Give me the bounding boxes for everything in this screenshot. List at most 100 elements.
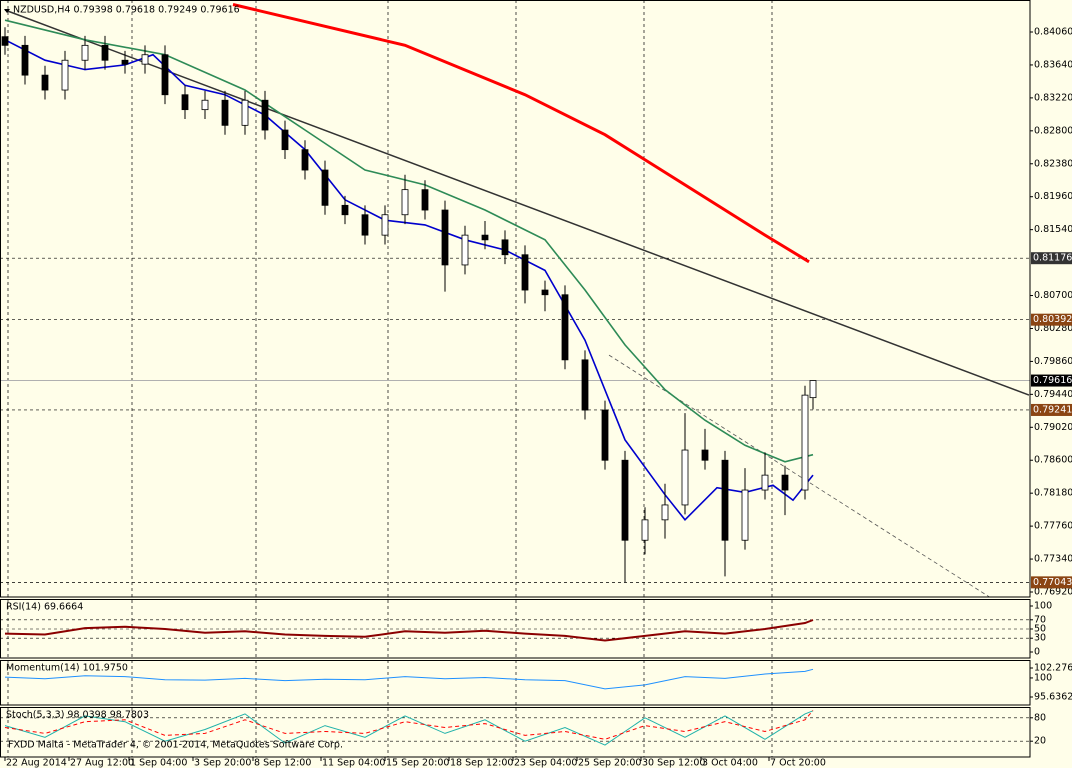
candle-body — [561, 294, 569, 361]
candle-body — [241, 99, 249, 126]
candle-body — [621, 459, 629, 541]
candle-body — [361, 214, 369, 236]
x-tick-label: 7 Oct 20:00 — [770, 758, 826, 768]
y-tick-label: 0 — [1034, 647, 1040, 658]
price-label-box — [1031, 252, 1072, 265]
x-tick-label: 22 Aug 2014 — [6, 758, 67, 768]
y-tick-label: 0.84060 — [1034, 27, 1072, 38]
candle-body — [321, 169, 329, 206]
price-label-box — [1031, 576, 1072, 589]
panel-title: Momentum(14) 101.9750 — [6, 663, 128, 674]
y-tick-label: 0.81540 — [1034, 224, 1072, 235]
candle-body — [701, 449, 709, 461]
y-tick-label: 50 — [1034, 624, 1046, 635]
candle-body — [521, 254, 529, 291]
y-tick-label: 80 — [1034, 712, 1046, 723]
watermark: FXDD Malta - MetaTrader 4, © 2001-2014, … — [8, 740, 343, 751]
price-label: 0.81176 — [1033, 253, 1072, 264]
candle-body — [481, 234, 489, 241]
x-tick-label: 3 Oct 04:00 — [702, 758, 758, 768]
candle-body — [141, 54, 149, 65]
candle-body — [441, 209, 449, 266]
panel — [0, 710, 1030, 746]
y-tick-label: 30 — [1034, 633, 1046, 644]
candle-body — [261, 99, 269, 131]
candle-body — [221, 99, 229, 126]
y-tick-label: 0.82800 — [1034, 125, 1072, 136]
candle-body — [641, 519, 649, 541]
price-label: 0.79241 — [1033, 404, 1072, 415]
rsi-frame — [0, 599, 1031, 659]
price-label: 0.80392 — [1033, 314, 1072, 325]
candle-body — [461, 234, 469, 266]
x-tick-label: 1 Sep 04:00 — [130, 758, 187, 768]
trend-line — [608, 354, 990, 597]
y-tick-label: 95.6362 — [1034, 692, 1072, 703]
candle-body — [21, 44, 29, 76]
y-tick-label: 0.76920 — [1034, 587, 1072, 598]
panel — [4, 668, 814, 690]
x-tick-label: 27 Aug 12:00 — [70, 758, 134, 768]
x-tick-label: 18 Sep 12:00 — [450, 758, 513, 768]
moving-average — [232, 3, 810, 264]
candle-body — [581, 359, 589, 411]
candle-body — [741, 489, 749, 541]
candle-body — [501, 239, 509, 256]
candle-body — [41, 74, 49, 91]
candle-body — [341, 204, 349, 216]
candle-body — [421, 189, 429, 211]
panel-title: RSI(14) 69.6664 — [6, 602, 83, 613]
y-tick-label: 0.81960 — [1034, 191, 1072, 202]
candle-body — [61, 59, 69, 91]
moving-average — [4, 19, 814, 463]
panel-title: Stoch(5,3,3) 98.0398 98.7803 — [6, 710, 149, 721]
candle-body — [761, 474, 769, 491]
x-tick-label: 3 Sep 20:00 — [194, 758, 251, 768]
panel — [0, 3, 1030, 597]
candle-body — [681, 449, 689, 506]
price-label-box — [1031, 313, 1072, 326]
chart-title: NZDUSD,H4 0.79398 0.79618 0.79249 0.7961… — [13, 5, 240, 16]
candle-body — [121, 59, 129, 65]
y-tick-label: 0.79860 — [1034, 356, 1072, 367]
candle-body — [281, 129, 289, 151]
candle-body — [809, 380, 817, 399]
candle-body — [181, 94, 189, 111]
indicator-line — [4, 668, 814, 690]
y-tick-label: 0.79020 — [1034, 422, 1072, 433]
y-tick-label: 0.79440 — [1034, 389, 1072, 400]
y-tick-label: 20 — [1034, 736, 1046, 747]
trend-line — [4, 9, 1030, 396]
y-tick-label: 0.78600 — [1034, 455, 1072, 466]
y-tick-label: 0.77760 — [1034, 521, 1072, 532]
stoch-frame — [0, 707, 1031, 758]
y-tick-label: 0.82380 — [1034, 158, 1072, 169]
x-tick-label: 15 Sep 20:00 — [386, 758, 449, 768]
price-label: 0.77043 — [1033, 577, 1072, 588]
candle-body — [1, 36, 9, 46]
candle-body — [401, 189, 409, 216]
price-label-box — [1031, 374, 1072, 387]
y-tick-label: 0.80280 — [1034, 323, 1072, 334]
panel — [0, 619, 1030, 642]
candle-body — [661, 504, 669, 521]
y-tick-label: 70 — [1034, 614, 1046, 625]
candle-body — [721, 459, 729, 541]
x-tick-label: 30 Sep 12:00 — [642, 758, 705, 768]
x-tick-label: 11 Sep 04:00 — [322, 758, 385, 768]
labels: NZDUSD,H4 0.79398 0.79618 0.79249 0.7961… — [4, 5, 1072, 768]
candle-body — [81, 44, 89, 61]
candle-body — [541, 289, 549, 296]
price-label: 0.79616 — [1033, 375, 1072, 386]
y-tick-label: 102.2769 — [1034, 663, 1072, 674]
momentum-frame — [0, 660, 1031, 706]
main-frame — [0, 0, 1031, 598]
y-tick-label: 0.83640 — [1034, 59, 1072, 70]
candle-body — [101, 44, 109, 61]
y-tick-label: 0.78180 — [1034, 488, 1072, 499]
y-tick-label: 0.77340 — [1034, 554, 1072, 565]
y-tick-label: 0.83220 — [1034, 92, 1072, 103]
y-tick-label: 100 — [1034, 601, 1052, 612]
